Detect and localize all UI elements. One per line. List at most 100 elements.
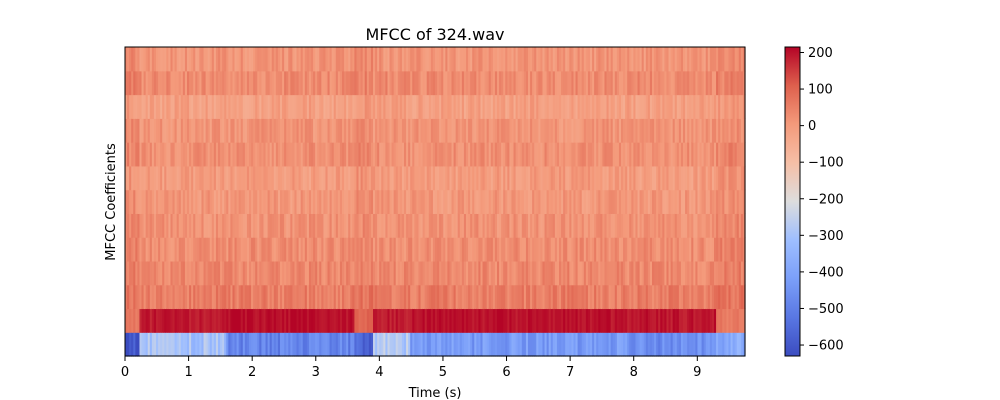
heatmap-cell [352,189,355,214]
heatmap-cell [689,142,692,167]
heatmap-cell [373,332,376,357]
heatmap-cell [571,94,575,119]
heatmap-cell [594,165,597,191]
heatmap-cell [724,308,727,333]
heatmap-cell [544,284,548,310]
heatmap-cell [238,284,242,310]
heatmap-cell [666,213,670,238]
heatmap-cell [649,94,653,119]
heatmap-cell [470,118,473,143]
heatmap-cell [738,47,742,72]
heatmap-cell [610,237,614,262]
heatmap-cell [364,142,368,167]
heatmap-cell [238,94,242,119]
heatmap-cell [393,118,397,143]
heatmap-cell [162,237,165,262]
heatmap-cell [726,94,730,119]
heatmap-cell [435,70,438,96]
heatmap-cell [705,332,709,357]
heatmap-cell [373,94,376,119]
heatmap-cell [127,165,130,191]
heatmap-cell [232,260,236,286]
heatmap-cell [563,94,566,119]
heatmap-cell [342,165,345,191]
heatmap-cell [220,47,223,72]
heatmap-cell [705,213,709,238]
heatmap-cell [240,284,244,310]
heatmap-cell [600,165,603,191]
heatmap-cell [577,237,581,262]
heatmap-cell [168,213,172,238]
heatmap-cell [240,332,244,357]
heatmap-cell [226,284,229,310]
heatmap-cell [432,284,436,310]
heatmap-cell [145,260,149,286]
heatmap-cell [705,308,709,333]
heatmap-cell [623,332,626,357]
heatmap-cell [550,94,554,119]
heatmap-cell [561,308,564,333]
heatmap-cell [141,332,145,357]
heatmap-cell [197,260,200,286]
heatmap-cell [515,308,519,333]
heatmap-cell [182,189,186,214]
heatmap-cell [381,308,384,333]
heatmap-cell [290,260,293,286]
heatmap-cell [736,142,740,167]
heatmap-cell [143,94,147,119]
heatmap-cell [633,94,637,119]
heatmap-cell [621,213,624,238]
heatmap-cell [652,284,655,310]
heatmap-cell [280,332,283,357]
heatmap-cell [401,308,405,333]
heatmap-cell [720,47,723,72]
heatmap-cell [275,260,279,286]
heatmap-cell [530,70,533,96]
heatmap-cell [505,332,508,357]
heatmap-cell [625,237,628,262]
heatmap-cell [280,165,283,191]
heatmap-cell [377,94,380,119]
heatmap-cell [296,213,300,238]
heatmap-cell [199,47,203,72]
heatmap-cell [127,142,130,167]
heatmap-cell [249,260,252,286]
heatmap-cell [455,237,459,262]
heatmap-cell [393,284,397,310]
heatmap-cell [383,94,386,119]
heatmap-cell [590,47,593,72]
heatmap-cell [201,70,205,96]
heatmap-cell [705,189,709,214]
heatmap-cell [213,213,217,238]
heatmap-cell [734,70,738,96]
heatmap-cell [614,237,618,262]
heatmap-cell [559,70,562,96]
heatmap-cell [711,142,715,167]
heatmap-cell [265,213,269,238]
heatmap-cell [656,70,659,96]
heatmap-cell [368,189,372,214]
heatmap-cell [664,47,668,72]
heatmap-cell [606,47,610,72]
heatmap-cell [308,142,312,167]
heatmap-cell [267,237,271,262]
heatmap-cell [680,332,684,357]
heatmap-cell [358,260,362,286]
heatmap-cell [652,118,655,143]
heatmap-cell [614,260,618,286]
heatmap-cell [687,308,690,333]
heatmap-cell [492,118,496,143]
heatmap-cell [629,189,632,214]
heatmap-cell [370,308,374,333]
heatmap-cell [288,94,291,119]
heatmap-cell [172,47,176,72]
heatmap-cell [205,237,209,262]
heatmap-cell [147,142,151,167]
heatmap-cell [220,94,223,119]
heatmap-cell [292,142,296,167]
heatmap-cell [182,213,186,238]
heatmap-cell [220,308,223,333]
heatmap-cell [379,118,382,143]
heatmap-cell [573,189,577,214]
heatmap-cell [577,213,581,238]
